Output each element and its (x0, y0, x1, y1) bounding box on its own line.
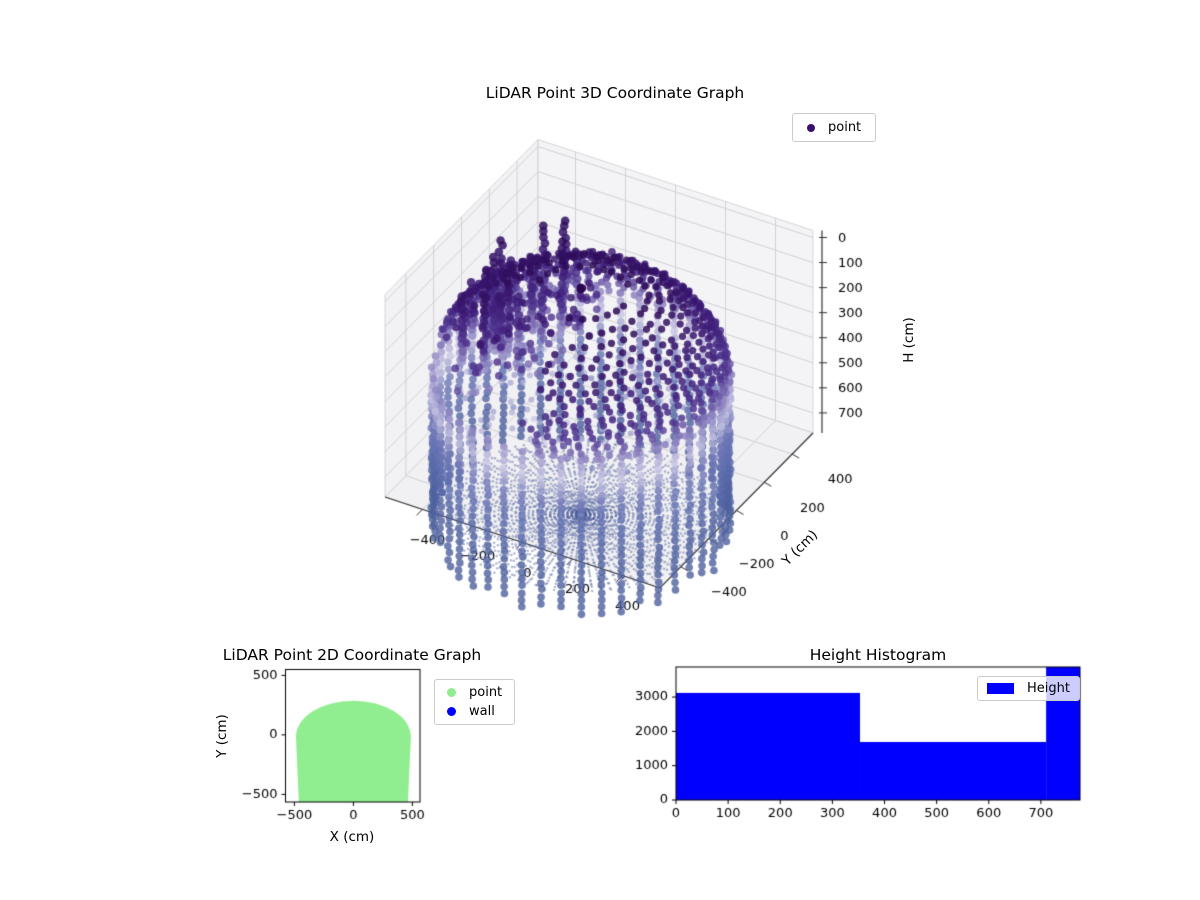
height-patch-icon (987, 683, 1014, 694)
plot3d-title: LiDAR Point 3D Coordinate Graph (485, 84, 745, 102)
legend-item-point: point (807, 118, 861, 137)
legend-item-point: point (447, 683, 502, 702)
plot2d-x-axis-label: X (cm) (329, 829, 375, 845)
plot2d-title: LiDAR Point 2D Coordinate Graph (222, 646, 482, 664)
wall-marker-icon (447, 707, 456, 716)
histogram-title: Height Histogram (809, 646, 947, 664)
legend-item-height: Height (987, 679, 1070, 698)
point-marker-icon (807, 123, 815, 132)
point-marker-icon (447, 688, 456, 697)
histogram-legend: Height (977, 676, 1080, 701)
legend-label: point (828, 120, 862, 135)
plot2d-legend: point wall (434, 679, 516, 725)
legend-label: point (469, 685, 503, 700)
legend-item-wall: wall (447, 702, 502, 721)
legend-label: Height (1027, 681, 1070, 696)
plot3d-h-axis-label: H (cm) (901, 317, 917, 363)
legend-label: wall (469, 704, 495, 719)
plot2d-y-axis-label: Y (cm) (214, 714, 230, 758)
plot3d-legend: point (792, 113, 877, 142)
